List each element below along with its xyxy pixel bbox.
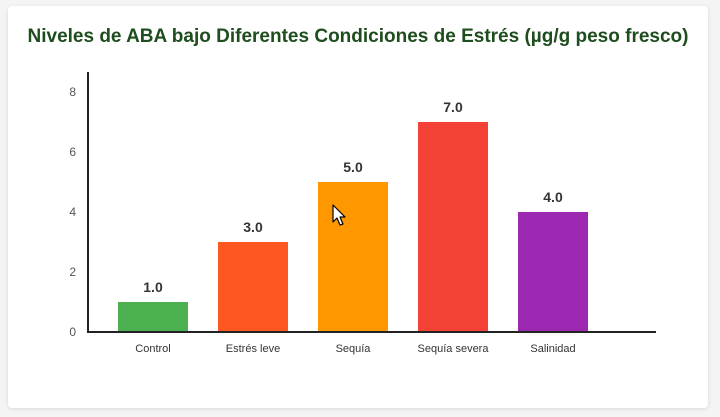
mouse-cursor-icon bbox=[332, 204, 346, 226]
value-label-4: 7.0 bbox=[443, 99, 463, 115]
category-label-5: Salinidad bbox=[530, 343, 575, 355]
category-labels: Control Estrés leve Sequía Sequía severa Sal… bbox=[135, 343, 575, 355]
bar-5 bbox=[518, 212, 588, 332]
bar-3 bbox=[318, 182, 388, 332]
value-label-1: 1.0 bbox=[143, 279, 163, 295]
category-label-1: Control bbox=[135, 343, 170, 355]
y-tick-label-4: 4 bbox=[69, 205, 76, 219]
category-label-3: Sequía bbox=[336, 343, 372, 355]
y-axis-ticks: 0 2 4 6 8 bbox=[69, 85, 76, 339]
bar-1 bbox=[118, 302, 188, 332]
value-labels: 1.0 3.0 5.0 7.0 4.0 bbox=[143, 99, 563, 295]
category-label-4: Sequía severa bbox=[418, 343, 490, 355]
y-tick-label-8: 8 bbox=[69, 85, 76, 99]
value-label-5: 4.0 bbox=[543, 189, 563, 205]
y-tick-label-0: 0 bbox=[69, 325, 76, 339]
chart-title: Niveles de ABA bajo Diferentes Condicion… bbox=[27, 26, 689, 47]
y-tick-label-6: 6 bbox=[69, 145, 76, 159]
y-tick-label-2: 2 bbox=[69, 265, 76, 279]
bars bbox=[118, 122, 588, 332]
category-label-2: Estrés leve bbox=[226, 343, 280, 355]
bar-2 bbox=[218, 242, 288, 332]
value-label-2: 3.0 bbox=[243, 219, 263, 235]
bar-4 bbox=[418, 122, 488, 332]
value-label-3: 5.0 bbox=[343, 159, 363, 175]
